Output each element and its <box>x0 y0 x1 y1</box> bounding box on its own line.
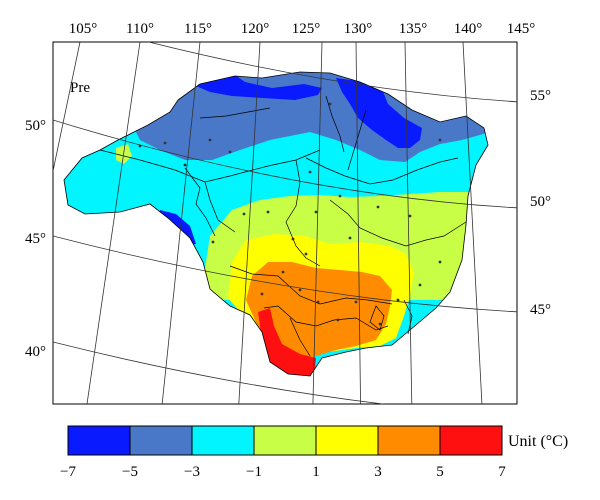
latitude-label-left: 40° <box>25 344 46 360</box>
legend-tick-label: −7 <box>60 464 76 480</box>
latitude-label-right: 50° <box>530 194 551 210</box>
boundary-lines <box>99 95 467 357</box>
station-points <box>138 102 442 326</box>
legend-swatch <box>439 425 503 456</box>
longitude-label: 125° <box>292 21 321 37</box>
band-neg7-neg5-northeast <box>336 78 422 148</box>
legend-swatch <box>253 425 317 456</box>
longitude-label: 105° <box>69 21 98 37</box>
band-5-7 <box>258 308 316 376</box>
graticule-parallels <box>53 42 517 404</box>
band-3-5 <box>246 262 392 364</box>
legend-swatch <box>191 425 255 456</box>
longitude-label: 110° <box>126 21 154 37</box>
legend-tick-label: −3 <box>184 464 200 480</box>
legend-colorbar <box>67 425 503 456</box>
latitude-label-right: 45° <box>530 302 551 318</box>
longitude-label: 145° <box>507 21 536 37</box>
longitude-label: 130° <box>344 21 373 37</box>
legend-tick-label: 3 <box>374 464 382 480</box>
legend-swatch <box>129 425 193 456</box>
legend-swatch <box>315 425 379 456</box>
latitude-labels-right: 55° 50° 45° <box>530 88 551 318</box>
legend-tick-label: 1 <box>312 464 320 480</box>
latitude-labels-left: 50° 45° 40° <box>25 118 46 360</box>
legend-unit-label: Unit (°C) <box>508 433 568 450</box>
legend-tick-label: −5 <box>122 464 138 480</box>
legend-tick-labels: −7 −5 −3 −1 1 3 5 7 <box>60 464 506 480</box>
longitude-label: 135° <box>399 21 428 37</box>
latitude-label-left: 50° <box>25 118 46 134</box>
latitude-label-right: 55° <box>530 88 551 104</box>
legend-tick-label: 7 <box>498 464 506 480</box>
panel-label: Pre <box>70 80 90 96</box>
legend-tick-label: −1 <box>246 464 262 480</box>
graticule-meridians <box>53 42 483 404</box>
legend-tick-label: 5 <box>436 464 444 480</box>
latitude-label-left: 45° <box>25 231 46 247</box>
longitude-label: 120° <box>241 21 270 37</box>
legend-swatch <box>377 425 441 456</box>
legend-swatch <box>67 425 131 456</box>
longitude-label: 115° <box>184 21 212 37</box>
longitude-labels: 105° 110° 115° 120° 125° 130° 135° 140° 145° <box>69 21 536 37</box>
longitude-label: 140° <box>454 21 483 37</box>
